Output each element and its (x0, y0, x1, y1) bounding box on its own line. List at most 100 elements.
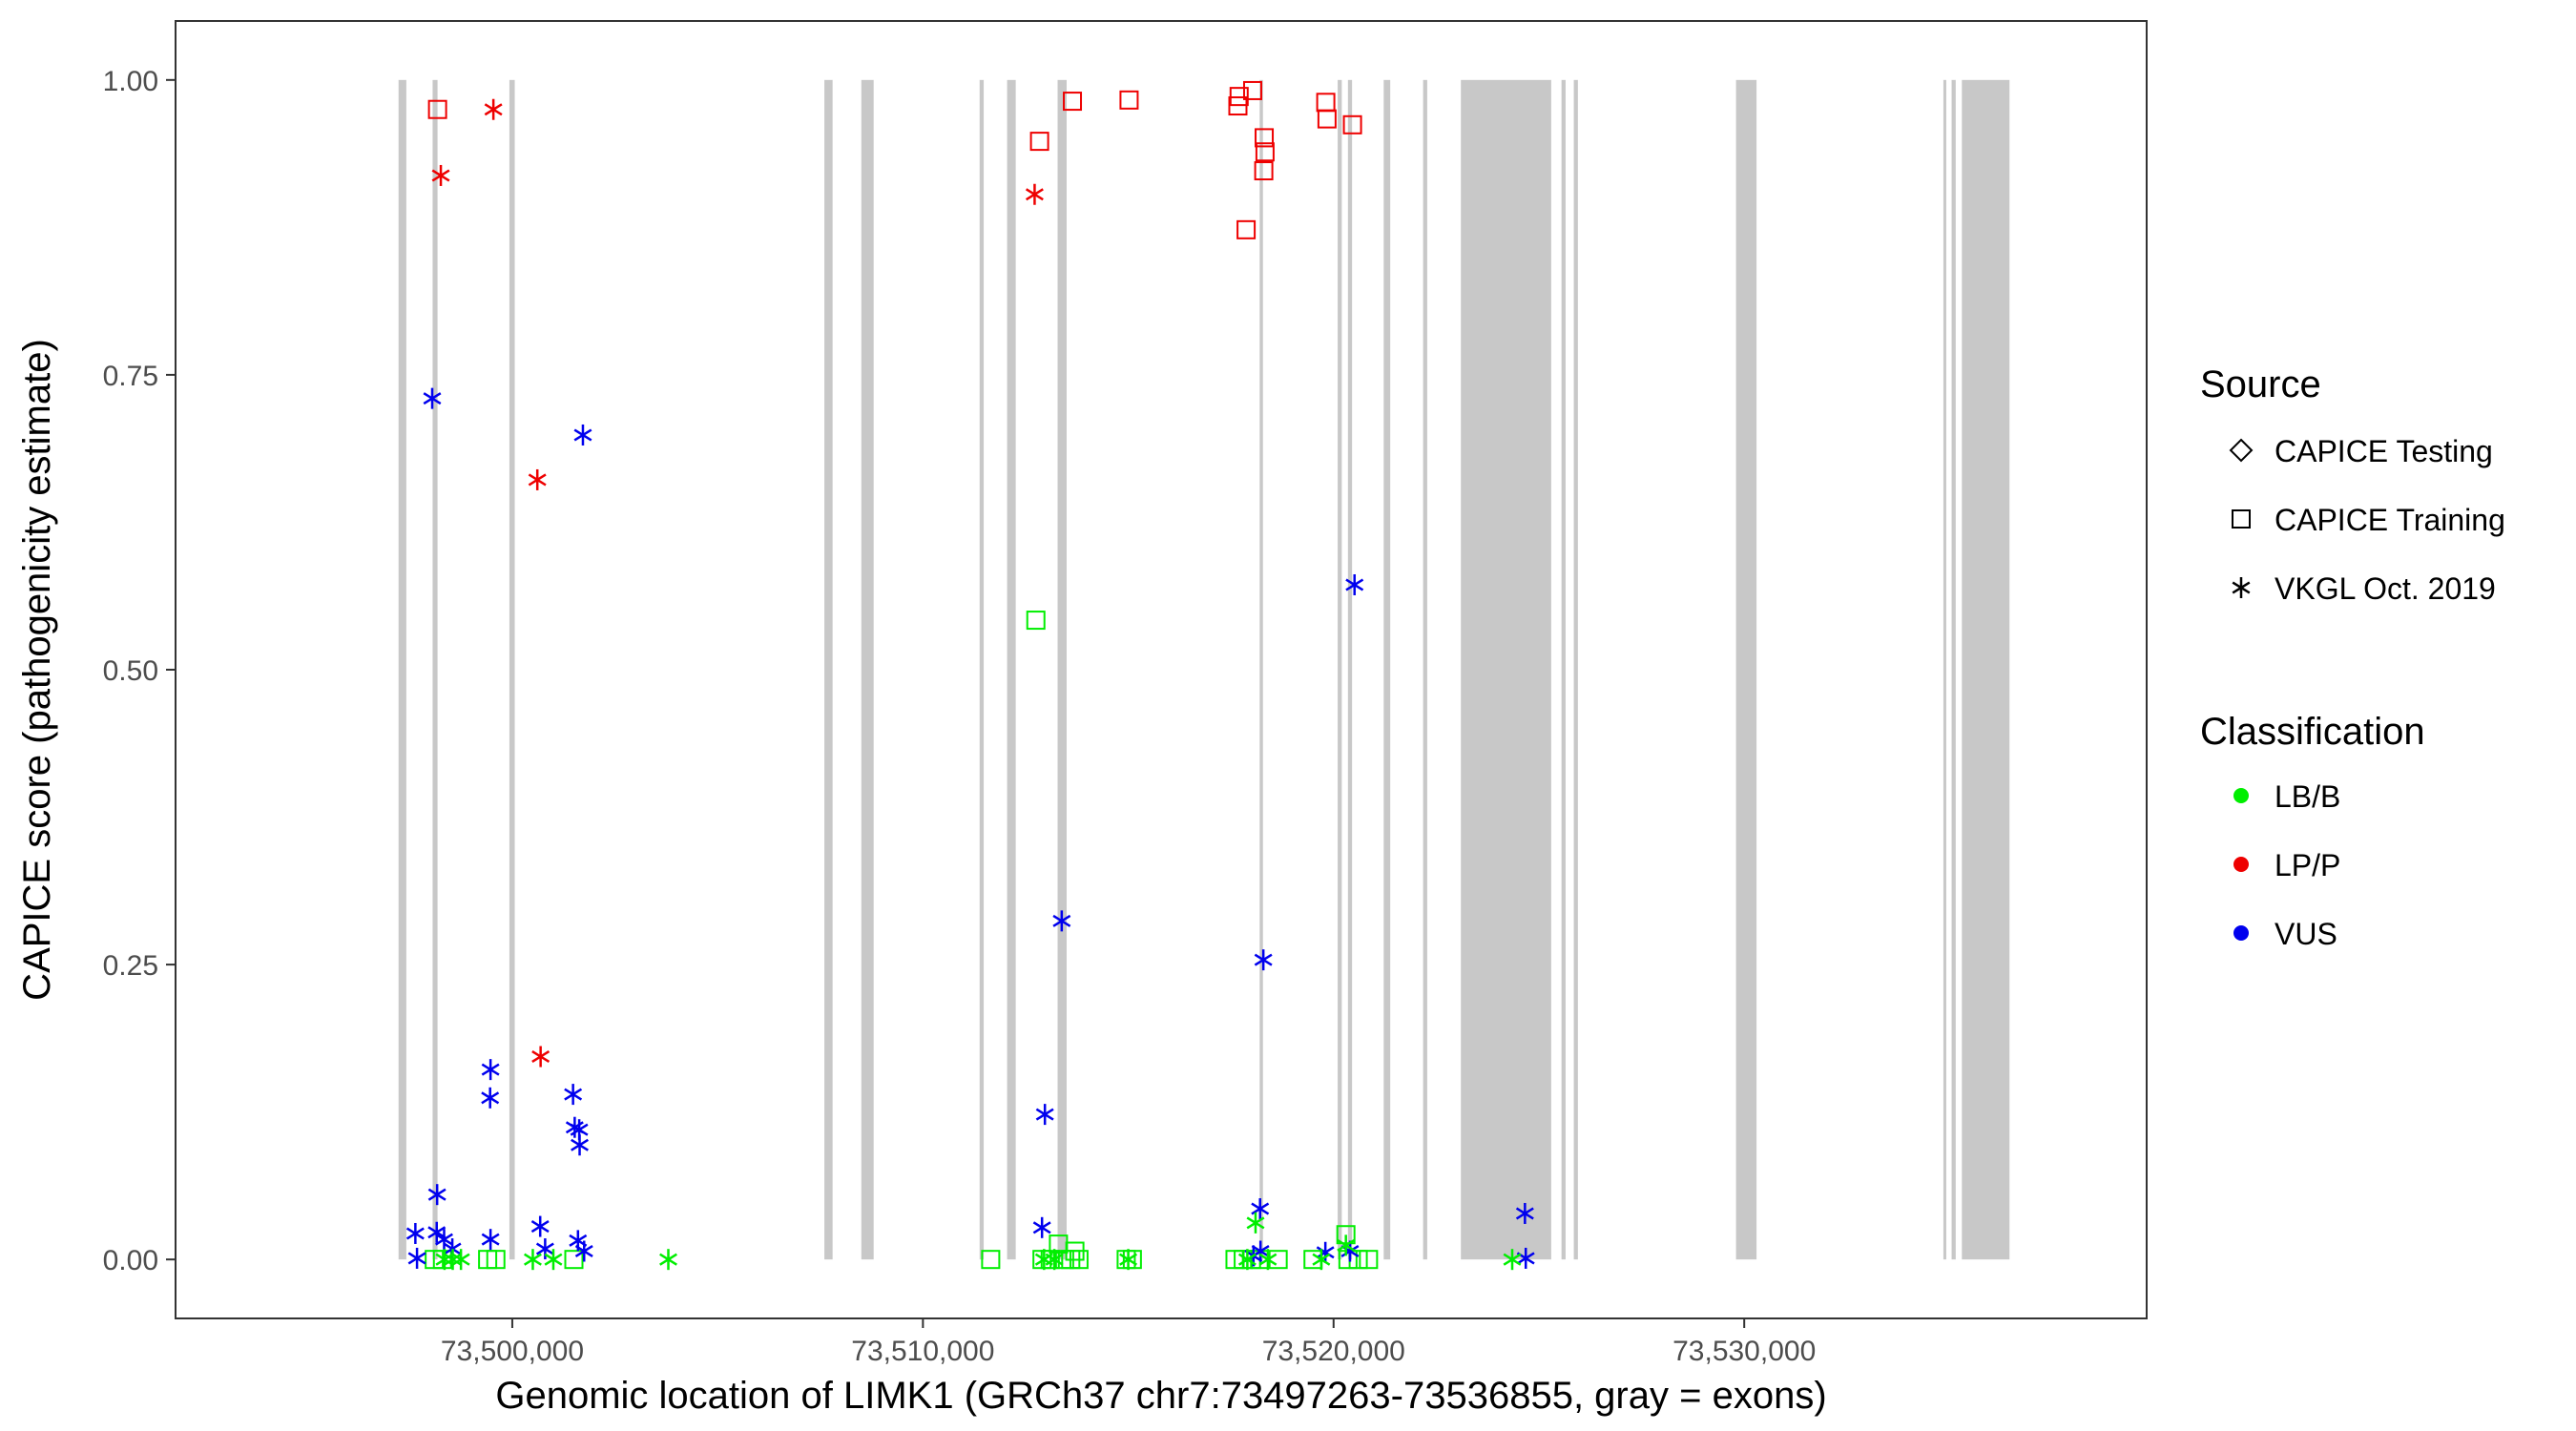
data-point-asterisk (481, 1059, 500, 1081)
data-point-square (981, 1250, 1001, 1270)
exon-band (1942, 79, 1946, 1260)
data-point-asterisk (659, 1249, 677, 1271)
data-point-asterisk (405, 1222, 425, 1244)
x-axis: 73,500,000 73,510,000 73,520,000 73,530,000 (441, 1318, 1816, 1367)
data-point-square (1242, 80, 1262, 100)
legend-source-key-diamond (2229, 438, 2254, 463)
data-point-square (1268, 1250, 1288, 1270)
data-point-asterisk (1035, 1104, 1054, 1126)
legend-source: Source CAPICE Testing CAPICE Training VK… (2200, 363, 2505, 606)
data-point-asterisk (435, 1229, 453, 1251)
data-point-asterisk (544, 1249, 563, 1271)
x-tick-label: 73,530,000 (1672, 1336, 1816, 1367)
exon-band (1007, 79, 1016, 1260)
legend-source-label-testing: CAPICE Testing (2275, 434, 2493, 468)
legend-classification-label-lpp: LP/P (2275, 848, 2340, 882)
data-point-asterisk (1340, 1240, 1360, 1262)
exon-band (1735, 79, 1757, 1260)
exon-band (1423, 79, 1427, 1260)
legend-square-icon (2232, 509, 2251, 529)
legend-classification-label-vus: VUS (2275, 917, 2337, 951)
x-tick-label: 73,510,000 (851, 1336, 994, 1367)
data-point-asterisk (1503, 1249, 1522, 1271)
data-point-asterisk (1345, 573, 1364, 595)
data-point-square (486, 1250, 506, 1270)
data-point-asterisk (427, 1221, 447, 1243)
legend-asterisk-icon (2232, 577, 2251, 598)
data-point-asterisk (1237, 1249, 1257, 1271)
data-point-asterisk (531, 1046, 551, 1068)
data-point-asterisk (1316, 1241, 1335, 1263)
data-point-asterisk (423, 387, 442, 409)
exon-band (1338, 79, 1342, 1260)
exon-band (1561, 79, 1566, 1260)
legend-classification-title: Classification (2200, 711, 2425, 753)
data-point-square (1317, 109, 1337, 129)
data-point-asterisk (1258, 1249, 1278, 1271)
data-point-square (1316, 93, 1336, 113)
data-point-square (1069, 1250, 1089, 1270)
exon-band (824, 79, 833, 1260)
data-point-square (1229, 87, 1249, 107)
y-tick-label: 1.00 (103, 66, 158, 97)
legend-key-lpp-dot (2233, 857, 2249, 872)
data-point-asterisk (427, 1184, 447, 1206)
x-tick-label: 73,500,000 (441, 1336, 584, 1367)
data-point-asterisk (573, 424, 592, 446)
legend-key-lbb-dot (2233, 788, 2249, 803)
x-tick-label: 73,520,000 (1262, 1336, 1405, 1367)
data-point-asterisk (530, 1215, 550, 1237)
data-point-asterisk (435, 1249, 454, 1271)
data-point-asterisk (1254, 949, 1273, 971)
data-point-asterisk (1032, 1216, 1051, 1238)
data-point-square (1029, 132, 1049, 152)
data-point-asterisk (407, 1247, 426, 1269)
legend-classification: Classification LB/B LP/P VUS (2200, 711, 2425, 951)
data-point-square (564, 1250, 584, 1270)
data-point-square (1255, 142, 1275, 162)
data-point-square (1063, 92, 1083, 112)
data-point-asterisk (524, 1249, 542, 1271)
data-point-asterisk (481, 1229, 500, 1251)
points-layer (405, 80, 1535, 1271)
data-point-asterisk (431, 164, 450, 186)
data-point-asterisk (481, 1087, 500, 1109)
legend-diamond-icon (2229, 438, 2254, 463)
data-point-asterisk (444, 1249, 462, 1271)
data-point-square (1026, 611, 1046, 631)
legend-source-label-vkgl: VKGL Oct. 2019 (2275, 571, 2496, 606)
data-point-asterisk (535, 1238, 554, 1260)
exon-band (861, 79, 874, 1260)
data-point-asterisk (571, 1134, 589, 1156)
y-tick-label: 0.75 (103, 361, 158, 392)
exon-band (1347, 79, 1353, 1260)
data-point-asterisk (1119, 1249, 1138, 1271)
data-point-asterisk (1251, 1198, 1270, 1220)
data-point-asterisk (1337, 1234, 1356, 1256)
legend-source-key-asterisk (2232, 577, 2251, 598)
exon-band (1259, 79, 1263, 1260)
data-point-asterisk (1515, 1202, 1534, 1224)
exon-band (979, 79, 985, 1260)
data-point-square (1119, 90, 1139, 110)
data-point-asterisk (528, 468, 547, 490)
legend-key-vus-dot (2233, 925, 2249, 941)
data-point-asterisk (1312, 1249, 1331, 1271)
exon-band (1057, 79, 1068, 1260)
exon-band (509, 79, 515, 1260)
y-tick-label: 0.50 (103, 655, 158, 687)
legend-source-label-training: CAPICE Training (2275, 503, 2505, 537)
exon-band (1461, 79, 1551, 1260)
exon-band (1962, 79, 2010, 1260)
data-point-square (1236, 219, 1257, 239)
exon-band (1951, 79, 1956, 1260)
data-point-asterisk (1025, 183, 1044, 205)
y-axis-title: CAPICE score (pathogenicity estimate) (16, 339, 58, 1001)
data-point-square (1254, 161, 1274, 181)
data-point-square (1342, 114, 1362, 135)
data-point-square (427, 99, 447, 119)
data-point-square (1255, 128, 1275, 148)
data-point-square (1122, 1250, 1142, 1270)
y-tick-label: 0.25 (103, 950, 158, 982)
exon-band (432, 79, 438, 1260)
